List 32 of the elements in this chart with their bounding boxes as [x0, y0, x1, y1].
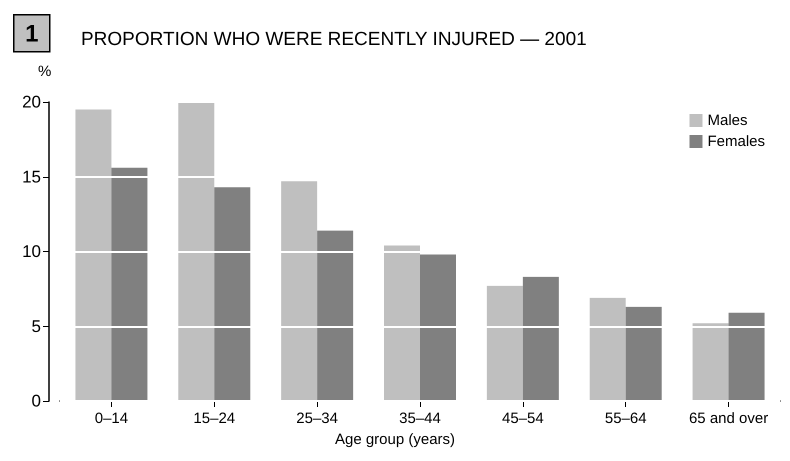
y-axis-title: %: [38, 63, 52, 80]
bar: [384, 246, 420, 401]
chart-title: PROPORTION WHO WERE RECENTLY INJURED — 2001: [81, 29, 587, 50]
bar: [214, 187, 250, 401]
bar: [486, 286, 523, 401]
y-tick-label: 5: [32, 316, 41, 336]
bar: [692, 323, 729, 401]
bar: [420, 254, 456, 401]
x-tick-label: 65 and over: [688, 410, 768, 427]
text: 1: [25, 20, 38, 48]
x-tick-label: 25–34: [296, 410, 338, 427]
bar: [281, 181, 318, 401]
x-tick-label: 55–64: [604, 410, 647, 427]
bar: [317, 230, 354, 401]
x-tick-label: 45–54: [502, 410, 544, 427]
bar: [522, 276, 559, 401]
y-tick-label: 20: [22, 92, 41, 112]
bar: [111, 168, 148, 401]
bar: [590, 298, 626, 401]
legend-label: Females: [707, 133, 766, 150]
y-tick-label: 15: [22, 167, 41, 186]
x-axis-title: Age group (years): [334, 431, 456, 448]
x-tick-label: 0–14: [94, 410, 128, 427]
y-tick-label: 10: [22, 242, 41, 261]
y-tick-label: 0: [32, 392, 41, 410]
x-tick-label: 15–24: [193, 410, 236, 427]
bar: [178, 102, 214, 401]
bar: [728, 312, 765, 401]
x-tick-label: 35–44: [399, 410, 441, 427]
bar: [75, 109, 112, 401]
legend-label: Males: [707, 112, 748, 129]
bar: [626, 306, 662, 401]
